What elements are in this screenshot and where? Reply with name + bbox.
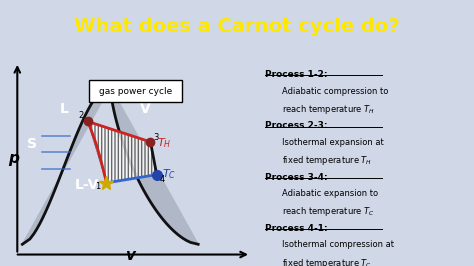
- Text: fixed temperature $T_C$: fixed temperature $T_C$: [282, 257, 372, 266]
- Text: V: V: [140, 102, 151, 116]
- Text: reach temperature $T_H$: reach temperature $T_H$: [282, 103, 375, 116]
- Text: What does a Carnot cycle do?: What does a Carnot cycle do?: [74, 17, 400, 36]
- Text: Isothermal compression at: Isothermal compression at: [282, 240, 393, 249]
- Text: S: S: [27, 137, 37, 151]
- Text: gas power cycle: gas power cycle: [99, 87, 172, 96]
- Text: Adiabatic expansion to: Adiabatic expansion to: [282, 189, 378, 198]
- Text: 2: 2: [79, 111, 84, 120]
- Polygon shape: [88, 121, 157, 183]
- Text: fixed temperature $T_H$: fixed temperature $T_H$: [282, 154, 372, 167]
- Text: v: v: [125, 248, 136, 263]
- Text: Process 4-1:: Process 4-1:: [265, 224, 328, 233]
- Text: Process 2-3:: Process 2-3:: [265, 121, 328, 130]
- FancyBboxPatch shape: [89, 80, 182, 102]
- Text: 1: 1: [95, 182, 100, 191]
- Text: 3: 3: [154, 133, 159, 142]
- Text: $T_H$: $T_H$: [157, 136, 171, 150]
- Text: p: p: [9, 151, 19, 166]
- Text: L-V: L-V: [75, 178, 100, 192]
- Text: Process 1-2:: Process 1-2:: [265, 70, 328, 79]
- Text: Process 3-4:: Process 3-4:: [265, 173, 328, 182]
- Text: Isothermal expansion at: Isothermal expansion at: [282, 138, 383, 147]
- Text: reach temperature $T_C$: reach temperature $T_C$: [282, 205, 374, 218]
- Polygon shape: [22, 86, 198, 244]
- Text: L: L: [60, 102, 69, 116]
- Text: Adiabatic compression to: Adiabatic compression to: [282, 86, 388, 95]
- Text: 4: 4: [160, 175, 165, 184]
- Text: $T_C$: $T_C$: [162, 167, 176, 181]
